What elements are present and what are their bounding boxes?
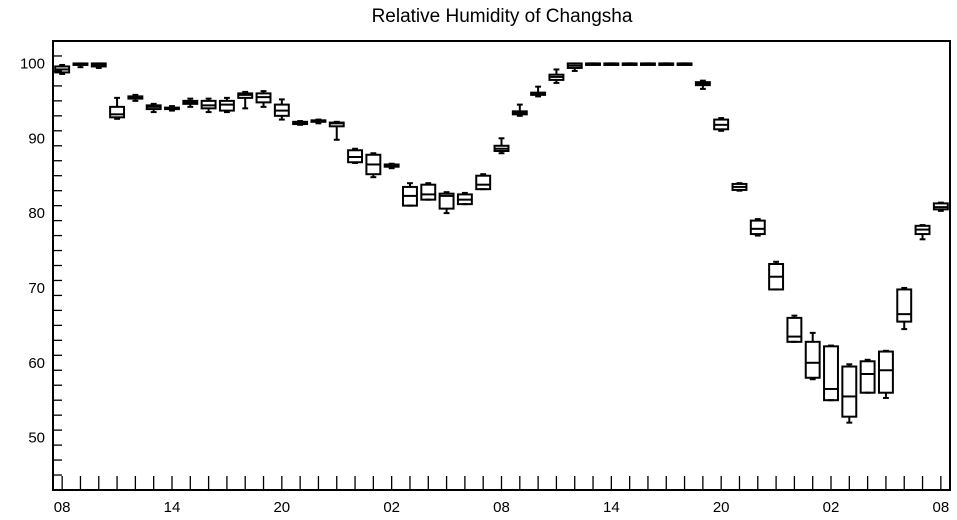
box-iqr — [877, 350, 894, 394]
box-item — [621, 62, 638, 66]
x-tick-label: 08 — [54, 499, 71, 516]
box-item — [54, 63, 71, 75]
box-item — [511, 103, 528, 117]
box-iqr — [749, 219, 766, 236]
box-iqr — [109, 105, 126, 119]
box-item — [585, 62, 601, 66]
box-item — [749, 218, 766, 237]
x-tick-label: 08 — [933, 499, 950, 516]
box-iqr — [475, 174, 492, 191]
chart-title: Relative Humidity of Changsha — [372, 6, 633, 27]
x-axis: 08 14 20 02 08 14 20 02 08 — [54, 476, 949, 516]
box-item — [200, 97, 217, 114]
box-item — [914, 224, 931, 241]
x-tick-label: 20 — [713, 499, 730, 516]
box-iqr — [896, 288, 913, 323]
box-item — [164, 105, 180, 112]
x-tick-label: 02 — [383, 499, 400, 516]
y-tick-label: 70 — [28, 280, 45, 297]
box-item — [493, 137, 510, 155]
box-iqr — [218, 99, 235, 112]
box-item — [127, 93, 144, 102]
box-iqr — [438, 192, 455, 210]
box-item — [823, 344, 839, 402]
box-series — [54, 62, 949, 424]
box-item — [841, 363, 858, 424]
box-item — [896, 286, 913, 331]
box-item — [255, 90, 272, 108]
y-tick-label: 100 — [20, 55, 45, 72]
box-item — [932, 201, 949, 212]
box-iqr — [841, 365, 858, 418]
box-iqr — [859, 360, 876, 394]
box-item — [383, 162, 400, 170]
box-item — [402, 182, 418, 207]
y-tick-label: 90 — [28, 130, 45, 147]
box-item — [566, 62, 583, 72]
x-tick-label: 14 — [164, 499, 181, 516]
box-iqr — [420, 183, 437, 201]
box-item — [109, 96, 126, 120]
box-item — [548, 68, 565, 84]
box-item — [475, 173, 492, 191]
y-axis: 50 60 70 80 90 100 — [20, 40, 62, 491]
box-item — [713, 117, 730, 132]
box-item — [328, 120, 345, 141]
box-item — [145, 102, 162, 114]
box-item — [310, 118, 327, 125]
x-tick-label: 08 — [493, 499, 510, 516]
box-item — [877, 349, 894, 399]
box-item — [292, 120, 309, 126]
box-item — [859, 358, 876, 394]
box-iqr — [786, 316, 803, 343]
box-item — [804, 331, 821, 381]
box-item — [72, 62, 89, 69]
box-item — [347, 147, 364, 164]
box-item — [768, 260, 785, 291]
x-tick-label: 20 — [273, 499, 290, 516]
plot-frame — [52, 40, 951, 491]
box-item — [365, 152, 382, 179]
box-item — [218, 96, 235, 114]
x-tick-label: 14 — [603, 499, 620, 516]
box-item — [90, 62, 107, 69]
box-item — [420, 182, 437, 201]
box-item — [182, 97, 199, 108]
box-item — [731, 182, 748, 192]
box-item — [456, 191, 473, 206]
box-item — [237, 90, 254, 110]
box-item — [603, 62, 620, 66]
box-item — [438, 191, 455, 215]
y-tick-label: 50 — [28, 430, 45, 447]
box-item — [786, 314, 803, 343]
box-item — [530, 85, 547, 98]
box-iqr — [804, 340, 821, 379]
box-item — [676, 62, 693, 66]
box-item — [694, 79, 711, 90]
box-item — [639, 62, 656, 66]
y-tick-label: 60 — [28, 355, 45, 372]
box-iqr — [823, 345, 839, 402]
box-item — [658, 62, 675, 66]
box-item — [273, 98, 290, 121]
y-tick-label: 80 — [28, 205, 45, 222]
x-tick-label: 02 — [823, 499, 840, 516]
